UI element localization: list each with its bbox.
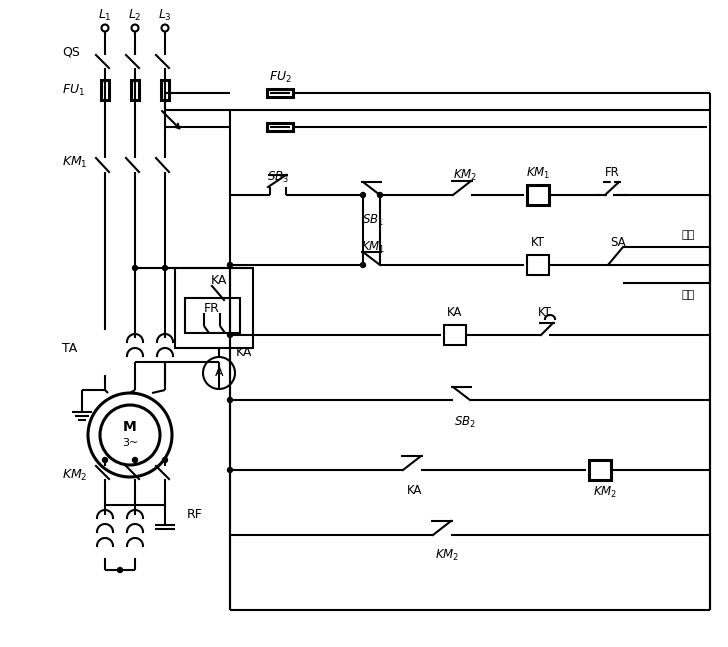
Text: $SB_1$: $SB_1$ [362,212,384,228]
Circle shape [203,357,235,389]
Text: $L_2$: $L_2$ [128,8,142,23]
Circle shape [162,265,167,270]
Text: FR: FR [605,166,620,179]
Circle shape [227,397,232,402]
Text: KA: KA [211,274,227,287]
Bar [101,80,109,100]
Text: $FU_1$: $FU_1$ [62,82,85,98]
Circle shape [103,457,108,463]
Text: M: M [123,420,137,434]
Text: FR: FR [204,302,220,314]
Bar [131,80,139,100]
Bar [267,89,293,97]
Circle shape [88,393,172,477]
Text: QS: QS [62,45,80,58]
Text: $SB_3$: $SB_3$ [267,170,289,184]
Bar [185,298,240,333]
Circle shape [132,457,138,463]
Bar [527,185,549,205]
Text: $KM_1$: $KM_1$ [62,155,87,170]
Text: $KM_1$: $KM_1$ [526,166,550,181]
Text: 手动: 手动 [681,290,695,300]
Text: $KM_2$: $KM_2$ [593,485,617,499]
Text: RF: RF [187,509,203,521]
Text: 3~: 3~ [122,438,138,448]
Text: A: A [215,366,223,380]
Text: KA: KA [407,483,423,496]
Circle shape [101,25,108,32]
Text: KT: KT [531,237,545,250]
Text: $L_3$: $L_3$ [158,8,172,23]
Circle shape [227,263,232,267]
Circle shape [360,193,365,197]
Circle shape [227,468,232,472]
Circle shape [117,567,122,573]
Text: $KM_2$: $KM_2$ [435,547,459,562]
Circle shape [132,25,138,32]
Bar [161,80,169,100]
Text: $FU_2$: $FU_2$ [269,69,291,85]
Bar [527,255,549,275]
Text: $KM_2$: $KM_2$ [453,168,477,182]
Circle shape [162,25,168,32]
Text: SA: SA [610,237,626,250]
Text: $L_1$: $L_1$ [98,8,112,23]
Bar [175,268,253,348]
Text: $KM_2$: $KM_2$ [62,467,87,483]
Text: $KM_1$: $KM_1$ [361,239,385,254]
Circle shape [162,457,167,463]
Text: KA: KA [236,347,252,360]
Bar [589,460,611,480]
Circle shape [132,265,138,270]
Circle shape [227,333,232,338]
Circle shape [378,193,382,197]
Bar [267,123,293,131]
Text: $SB_2$: $SB_2$ [454,415,476,430]
Circle shape [360,263,365,267]
Text: TA: TA [62,342,77,355]
Bar [444,325,466,345]
Text: KT: KT [538,307,552,320]
Text: KA: KA [447,307,463,320]
Text: 自动: 自动 [681,230,695,240]
Circle shape [100,405,160,465]
